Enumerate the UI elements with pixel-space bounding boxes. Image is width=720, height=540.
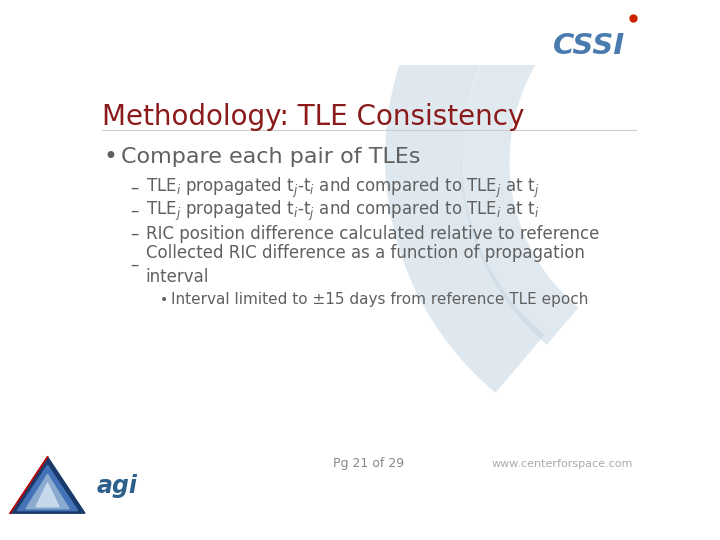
Text: www.centerforspace.com: www.centerforspace.com [491, 458, 632, 469]
Text: RIC position difference calculated relative to reference: RIC position difference calculated relat… [145, 225, 599, 243]
Polygon shape [26, 474, 69, 509]
Polygon shape [36, 483, 59, 507]
Text: •: • [160, 293, 168, 307]
Text: Interval limited to ±15 days from reference TLE epoch: Interval limited to ±15 days from refere… [171, 292, 589, 307]
Text: –: – [130, 202, 139, 220]
Text: TLE$_i$ propagated t$_j$-t$_i$ and compared to TLE$_j$ at t$_j$: TLE$_i$ propagated t$_j$-t$_i$ and compa… [145, 176, 539, 200]
Text: CSSI: CSSI [552, 32, 625, 60]
Text: Pg 21 of 29: Pg 21 of 29 [333, 457, 405, 470]
Polygon shape [17, 465, 78, 511]
Text: •: • [104, 145, 118, 169]
Text: –: – [130, 225, 139, 243]
Text: Collected RIC difference as a function of propagation
interval: Collected RIC difference as a function o… [145, 244, 585, 286]
Text: agi: agi [96, 474, 138, 498]
Text: –: – [130, 256, 139, 274]
Text: Compare each pair of TLEs: Compare each pair of TLEs [121, 147, 420, 167]
Text: Methodology: TLE Consistency: Methodology: TLE Consistency [102, 103, 524, 131]
Polygon shape [10, 457, 85, 513]
Text: TLE$_j$ propagated t$_i$-t$_j$ and compared to TLE$_i$ at t$_i$: TLE$_j$ propagated t$_i$-t$_j$ and compa… [145, 199, 539, 223]
Text: –: – [130, 179, 139, 197]
